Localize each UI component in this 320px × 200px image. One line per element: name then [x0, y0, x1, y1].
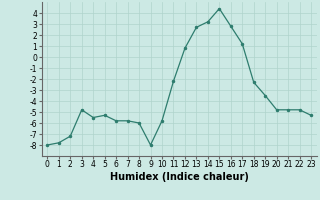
- X-axis label: Humidex (Indice chaleur): Humidex (Indice chaleur): [110, 172, 249, 182]
